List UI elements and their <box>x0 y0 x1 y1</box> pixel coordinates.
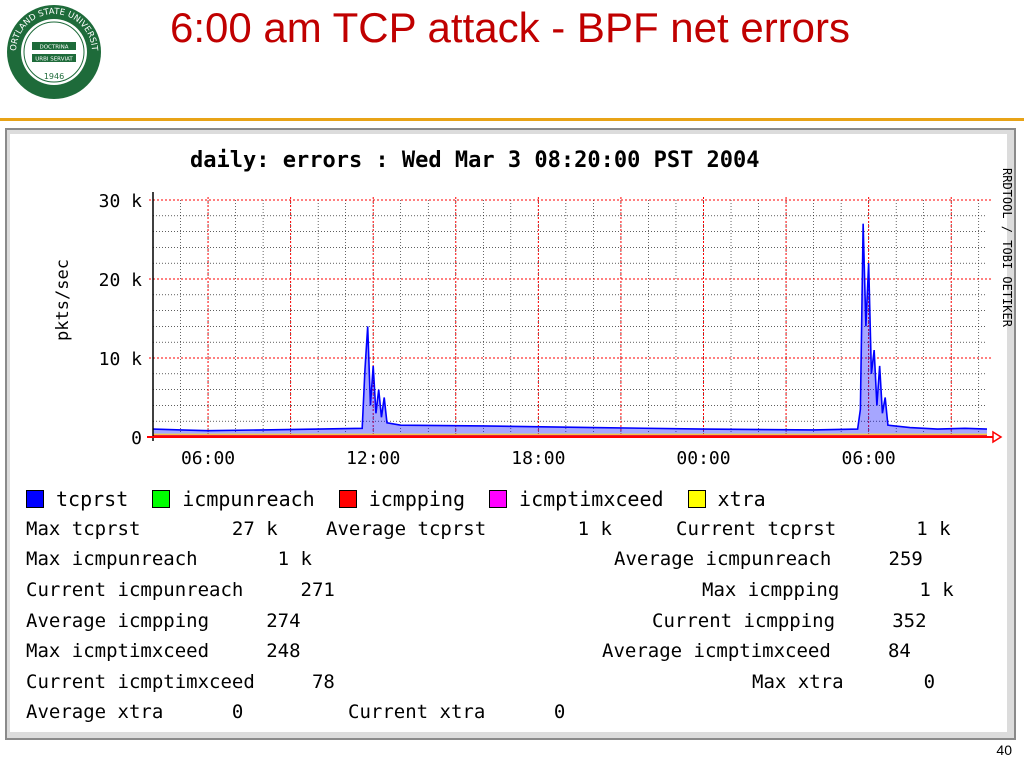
slide-title: 6:00 am TCP attack - BPF net errors <box>169 4 851 51</box>
y-tick-label: 10 k <box>99 349 143 370</box>
stat-line: Max tcprst 27 k <box>26 518 278 540</box>
page-number: 40 <box>996 742 1012 758</box>
stat-line: Max icmpunreach 1 k <box>26 548 312 570</box>
legend-item-icmptimxceed: icmptimxceed <box>489 487 664 511</box>
stat-line: Average icmpping 274 <box>26 610 301 632</box>
stat-line: Current xtra 0 <box>348 701 566 723</box>
legend-label: icmpunreach <box>182 487 315 511</box>
legend-swatch <box>152 490 171 508</box>
legend-label: xtra <box>717 487 766 511</box>
stat-line: Current icmptimxceed 78 <box>26 671 335 693</box>
legend-item-xtra: xtra <box>687 487 766 511</box>
legend-swatch <box>26 490 44 508</box>
stat-line: Max icmpping 1 k <box>702 579 954 601</box>
stat-line: Average icmpunreach 259 <box>614 548 923 570</box>
x-tick-label: 12:00 <box>346 448 400 469</box>
legend-swatch <box>338 490 357 508</box>
x-tick-label: 18:00 <box>511 448 565 469</box>
svg-text:URBI SERVIAT: URBI SERVIAT <box>35 57 73 63</box>
legend-label: icmptimxceed <box>519 487 664 511</box>
x-tick-label: 00:00 <box>676 448 730 469</box>
x-axis-arrow <box>992 430 1003 444</box>
y-tick-label: 0 <box>131 428 142 449</box>
university-seal-logo: PORTLAND STATE UNIVERSITY DOCTRINA URBI … <box>4 2 101 99</box>
stat-line: Current icmpping 352 <box>652 610 927 632</box>
stat-line: Average xtra 0 <box>26 701 244 723</box>
chart-title: daily: errors : Wed Mar 3 08:20:00 PST 2… <box>190 148 760 173</box>
y-tick-label: 30 k <box>99 191 143 212</box>
svg-text:1946: 1946 <box>44 72 64 81</box>
legend-label: icmpping <box>368 487 466 511</box>
stat-line: Average tcprst 1 k <box>326 518 612 540</box>
x-tick-label: 06:00 <box>842 448 896 469</box>
stat-line: Current icmpunreach 271 <box>26 579 335 601</box>
rrdtool-credit: RRDTOOL / TOBI OETIKER <box>1000 168 1014 327</box>
stat-line: Current tcprst 1 k <box>676 518 951 540</box>
series-line-tcprst <box>152 223 988 432</box>
chart-legend: tcprst icmpunreach icmpping icmptimxceed xtr… <box>26 486 790 512</box>
legend-item-icmpping: icmpping <box>338 487 466 511</box>
y-tick-label: 20 k <box>99 270 143 291</box>
stat-line: Average icmptimxceed 84 <box>602 640 911 662</box>
stat-line: Max xtra 0 <box>752 671 936 693</box>
legend-swatch <box>687 490 706 508</box>
legend-swatch <box>489 490 508 508</box>
svg-text:DOCTRINA: DOCTRINA <box>39 45 68 51</box>
title-divider <box>0 118 1024 121</box>
x-tick-label: 06:00 <box>181 448 235 469</box>
stat-line: Max icmptimxceed 248 <box>26 640 301 662</box>
legend-item-icmpunreach: icmpunreach <box>152 487 315 511</box>
legend-label: tcprst <box>56 487 129 511</box>
legend-item-tcprst: tcprst <box>26 487 128 511</box>
